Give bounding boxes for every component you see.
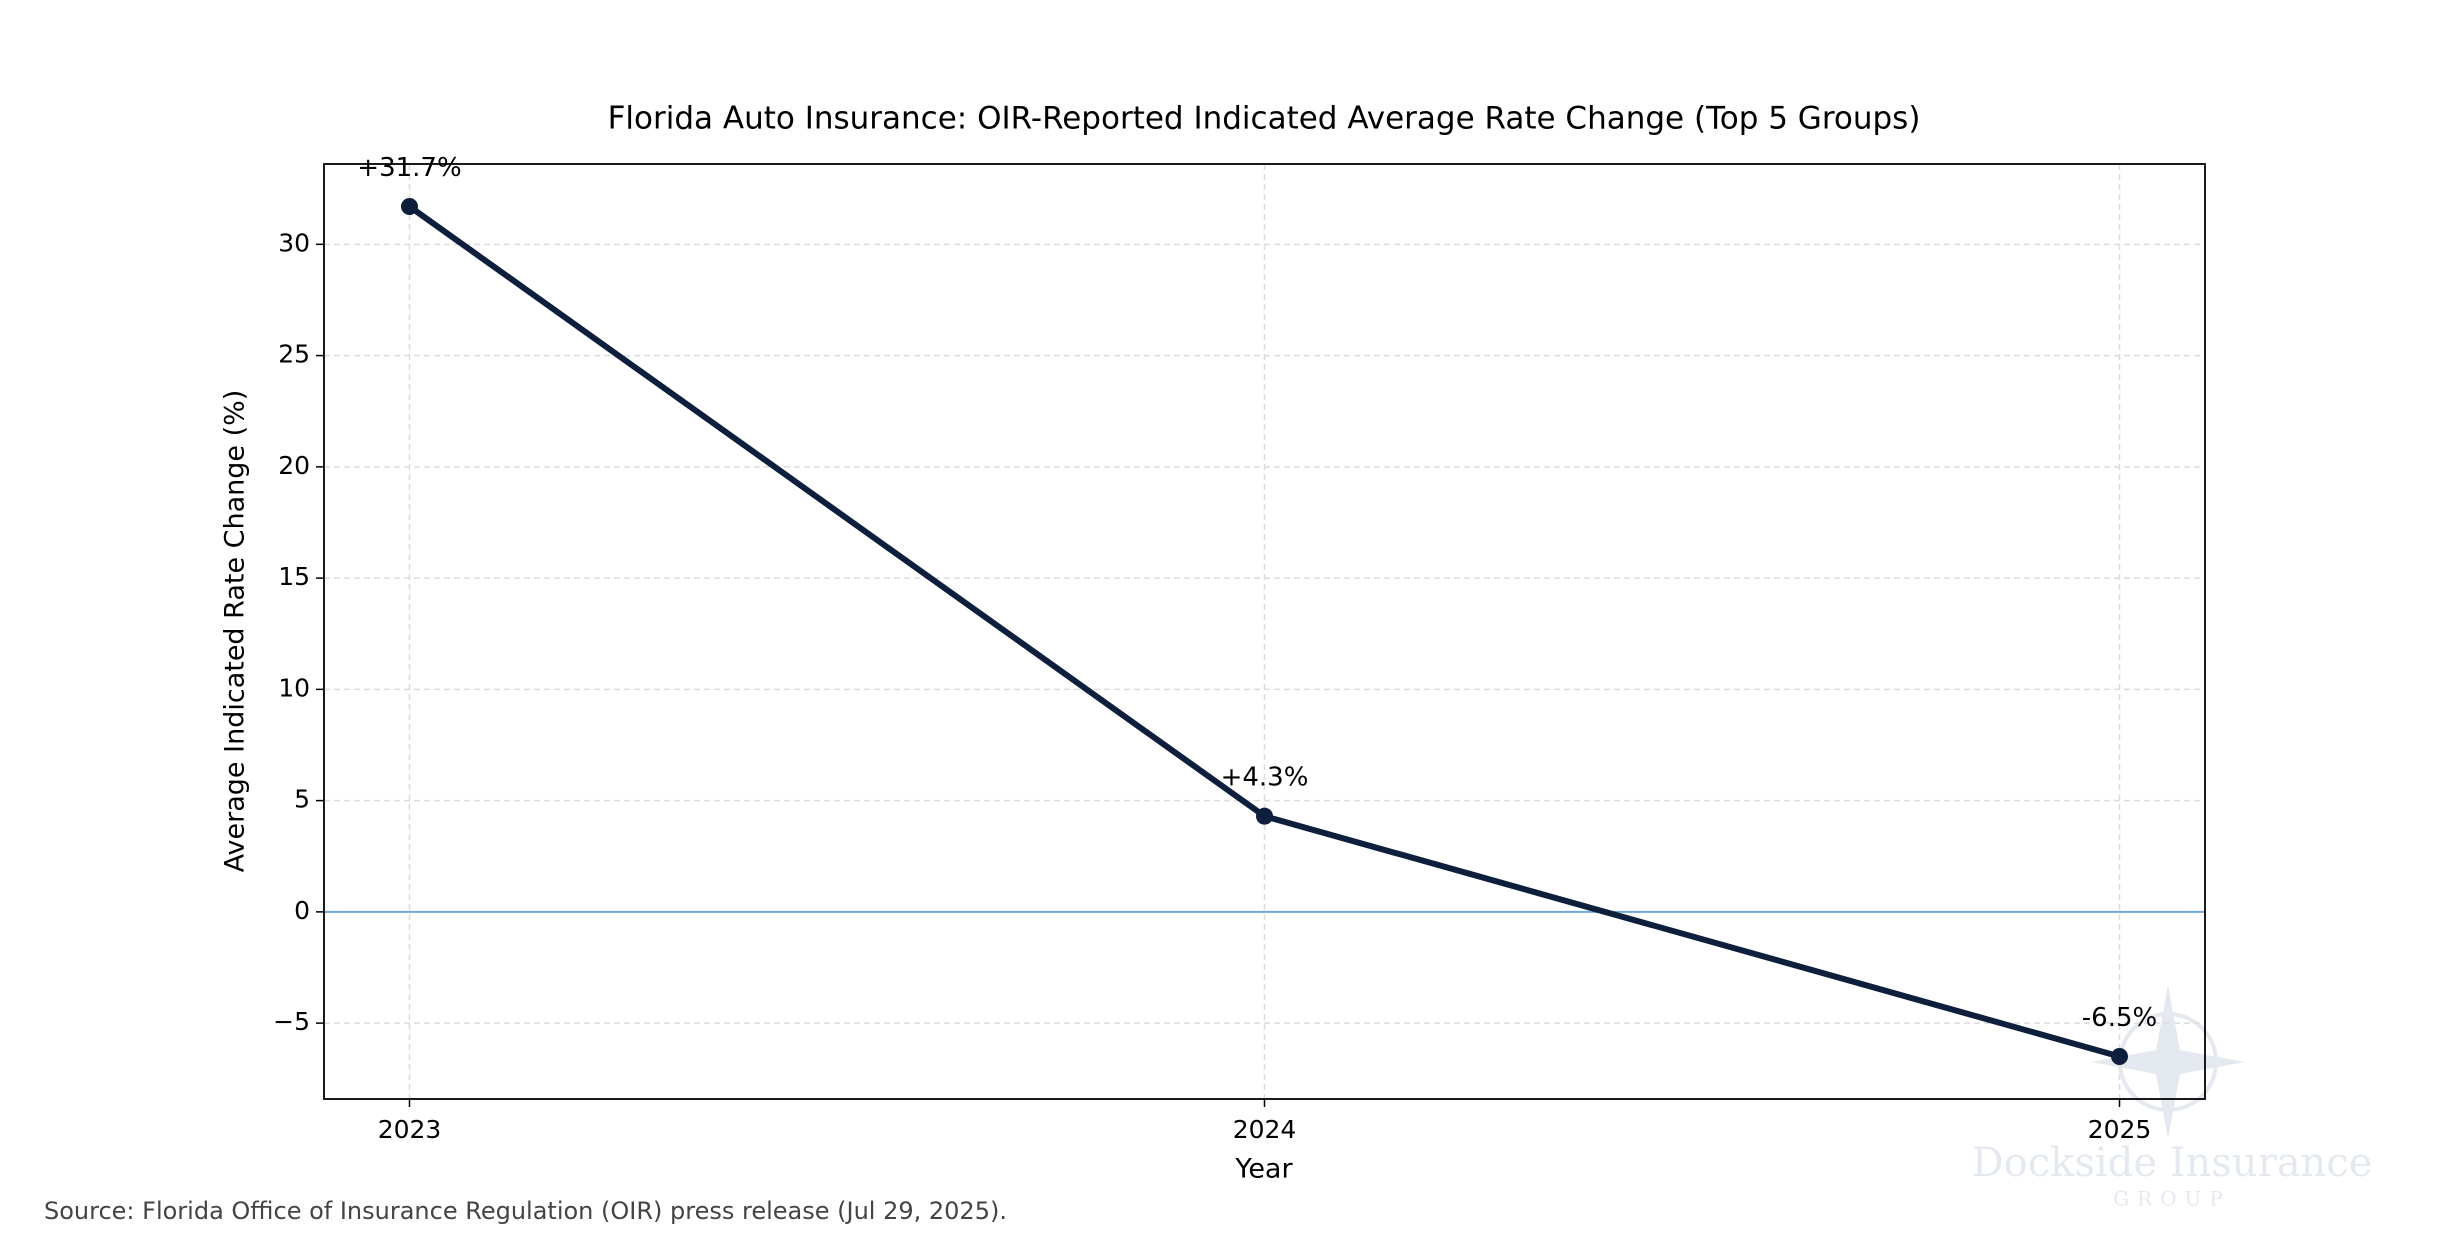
y-tick-label: 25 <box>278 340 310 369</box>
x-tick-label: 2024 <box>1233 1115 1297 1144</box>
data-label: -6.5% <box>2082 1003 2157 1033</box>
chart-title: Florida Auto Insurance: OIR-Reported Ind… <box>608 101 1921 137</box>
y-tick-label: 20 <box>278 451 310 480</box>
x-tick-label: 2023 <box>378 1115 442 1144</box>
plot-frame <box>323 163 2206 1100</box>
watermark-logo: Dockside Insurance GROUP <box>1972 985 2373 1211</box>
y-axis-label: Average Indicated Rate Change (%) <box>220 390 251 873</box>
source-note: Source: Florida Office of Insurance Regu… <box>44 1197 1007 1225</box>
data-label: +4.3% <box>1221 763 1309 793</box>
data-label: +31.7% <box>357 153 461 183</box>
y-tick-label: 5 <box>294 785 310 814</box>
y-tick-label: 30 <box>278 228 310 257</box>
watermark-subtext: GROUP <box>2113 1187 2231 1211</box>
y-tick-label: 10 <box>278 673 310 702</box>
y-tick-label: 0 <box>294 896 310 925</box>
x-tick-label: 2025 <box>2088 1115 2152 1144</box>
data-point <box>1256 807 1273 825</box>
data-point <box>401 198 418 215</box>
x-axis-label: Year <box>1234 1154 1293 1185</box>
y-tick-label: 15 <box>278 562 310 591</box>
watermark-text: Dockside Insurance <box>1972 1140 2373 1186</box>
y-tick-label: −5 <box>273 1007 310 1036</box>
data-point <box>2111 1048 2128 1065</box>
